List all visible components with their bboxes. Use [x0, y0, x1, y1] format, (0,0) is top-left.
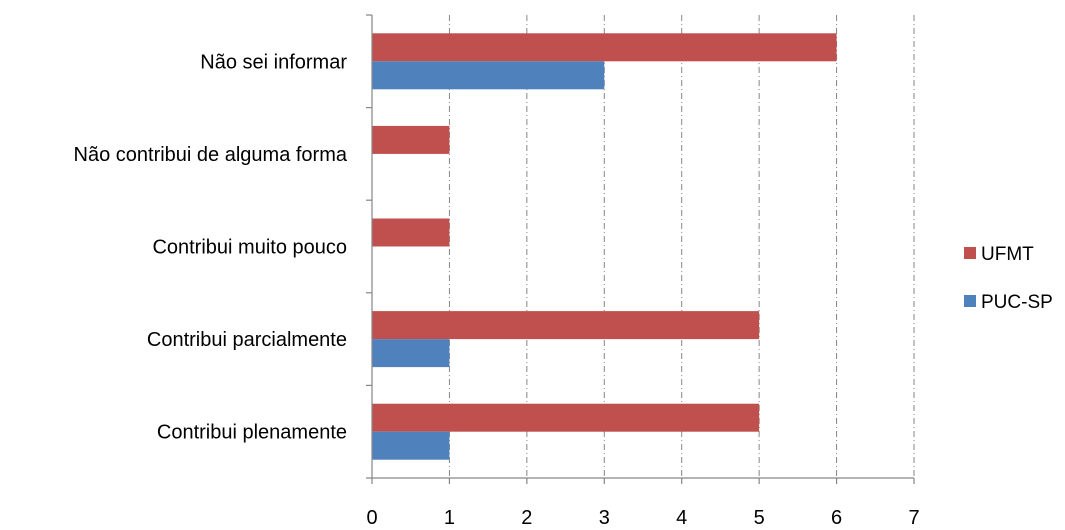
- bar-ufmt-0: [372, 403, 760, 432]
- x-tick-label: 3: [599, 507, 610, 529]
- category-label: Contribui plenamente: [157, 422, 347, 444]
- x-tick-label: 4: [676, 507, 687, 529]
- bar-ufmt-1: [372, 311, 760, 340]
- x-tick-label: 6: [831, 507, 842, 529]
- legend-swatch-ufmt: [964, 247, 976, 259]
- bars: [372, 33, 837, 460]
- x-tick-label: 0: [366, 507, 377, 529]
- legend: UFMT PUC-SP: [964, 244, 1053, 313]
- category-label: Não contribui de alguma forma: [74, 144, 348, 166]
- legend-label-ufmt: UFMT: [981, 244, 1034, 265]
- category-labels: Contribui plenamente Contribui parcialmen…: [74, 51, 348, 443]
- x-tick-label: 2: [521, 507, 532, 529]
- category-label: Não sei informar: [200, 51, 347, 73]
- category-label: Contribui muito pouco: [152, 237, 347, 259]
- bar-puc-sp-4: [372, 61, 605, 90]
- bar-puc-sp-1: [372, 339, 450, 368]
- category-label: Contribui parcialmente: [147, 329, 347, 351]
- bar-ufmt-3: [372, 125, 450, 154]
- bar-puc-sp-0: [372, 431, 450, 460]
- bar-ufmt-2: [372, 218, 450, 247]
- bar-ufmt-4: [372, 33, 837, 62]
- x-tick-labels: 0 1 2 3 4 5 6 7: [366, 507, 919, 529]
- axes: [366, 14, 915, 484]
- legend-label-puc-sp: PUC-SP: [981, 292, 1053, 313]
- legend-swatch-puc-sp: [964, 295, 976, 307]
- x-tick-label: 5: [754, 507, 765, 529]
- x-tick-label: 7: [908, 507, 919, 529]
- x-tick-label: 1: [444, 507, 455, 529]
